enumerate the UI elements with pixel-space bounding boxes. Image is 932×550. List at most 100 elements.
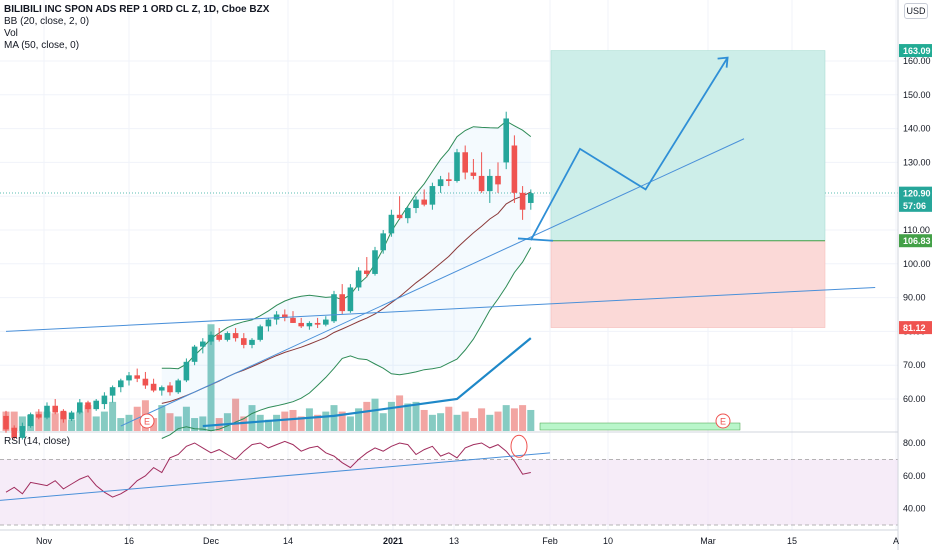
candle-body [487,175,493,192]
volume-bar [355,408,363,431]
price-axis[interactable]: 160.00150.00140.00130.00120.00110.00100.… [897,0,932,550]
candle-body [290,317,296,323]
time-label: 2021 [383,536,403,546]
candle-body [413,199,419,209]
ma-indicator-label[interactable]: MA (50, close, 0) [4,40,80,51]
volume-bar [502,405,510,431]
projection-arrowhead [717,56,729,68]
volume-bar [43,411,51,431]
price-tag [899,198,932,212]
time-label: 10 [603,536,613,546]
candle-body [101,395,108,405]
volume-bar [469,418,477,431]
volume-bar [420,409,428,431]
time-label: 14 [283,536,293,546]
candle-body [232,333,239,339]
candle-body [265,319,272,327]
volume-bar [35,411,43,431]
volume-bar [76,411,84,431]
ma50-path [202,337,532,428]
bb-lower [161,247,532,439]
volume-bar [396,395,404,431]
volume-bar [314,414,322,431]
volume-bar [510,408,518,431]
candle-body [282,314,288,318]
candle-body [134,375,140,379]
rsi-indicator-label[interactable]: RSI (14, close) [4,436,71,447]
trade-plan-zone[interactable] [550,50,826,328]
time-label: Dec [203,536,220,546]
volume-indicator-label[interactable]: Vol [4,28,18,39]
candle-body [257,326,263,340]
volume-bar [486,414,494,431]
rsi-band-fill [0,459,898,525]
price-tick-label: 130.00 [903,157,931,167]
time-label: A [893,536,899,546]
volume-bar [461,411,469,431]
candle-body [478,175,485,192]
bb-upper [161,120,532,370]
time-axis[interactable]: Nov 16 Dec 14 2021 13 Feb 10 Mar 15 A [36,536,899,546]
price-tag-label: 81.12 [903,323,926,333]
time-label: 15 [787,536,797,546]
candle-body [380,233,386,251]
volume-bar [10,411,18,431]
volume-bar [363,401,371,431]
trendline [5,286,876,332]
candle-body [298,322,304,327]
price-tick-label: 150.00 [903,90,931,100]
volume-bar [330,405,338,431]
time-label: 16 [124,536,134,546]
volume-bar [182,406,190,431]
candle-body [36,414,42,418]
volume-bar [412,401,420,431]
volume-bar [437,413,445,431]
candle-body [462,152,468,173]
price-grid [0,0,898,530]
volume-bar [191,418,199,431]
candle-body [339,294,345,312]
candlesticks[interactable] [3,111,534,440]
entry-marker [517,237,554,242]
symbol-title[interactable]: BILIBILI INC SPON ADS REP 1 ORD CL Z, 1D… [4,4,270,15]
candle-body [314,322,321,325]
price-tag-label: 106.83 [903,236,931,246]
candle-body [85,402,91,410]
volume-bar [281,411,289,431]
volume-bar [51,413,59,431]
candle-body [503,118,509,163]
time-label: 13 [449,536,459,546]
volume-bar [109,401,117,431]
candle-body [27,414,34,427]
currency-button[interactable]: USD [904,3,928,19]
volume-bar [527,409,535,431]
candle-body [183,361,190,381]
candle-body [77,402,83,413]
candle-body [364,270,370,274]
volume-bar [322,411,330,431]
profit-zone [550,50,826,241]
ma50-line [202,337,532,428]
price-tick-label: 100.00 [903,259,931,269]
price-tick-label: 70.00 [903,360,926,370]
earnings-marker-icon [715,413,731,429]
candle-body [159,387,165,391]
candle-body [44,405,50,418]
bb-indicator-label[interactable]: BB (20, close, 2, 0) [4,16,90,27]
trendlines[interactable] [5,56,876,427]
price-tick-label: 60.00 [903,394,926,404]
candle-body [273,314,280,320]
price-tag [899,186,932,200]
candle-body [241,338,247,345]
volume-bar [404,403,412,431]
rsi-pane[interactable] [0,434,898,531]
candle-body [19,426,26,438]
candle-body [388,214,395,234]
candle-body [519,192,526,210]
candle-body [372,250,378,274]
volume-bar [519,405,527,431]
volume-bar [387,401,395,431]
candle-body [52,405,58,413]
